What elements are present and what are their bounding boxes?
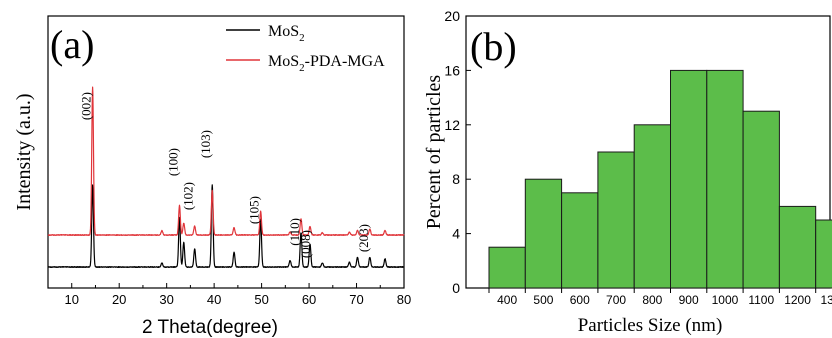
peak-label: (110) xyxy=(287,218,302,246)
histogram-y-tick-label: 12 xyxy=(444,117,460,133)
xrd-peak-labels: (002) (100)(102) (103) (105) (110)(008) (203) xyxy=(79,92,371,258)
histogram-x-tick-label: 400 xyxy=(497,293,517,307)
histogram-x-tick-label: 600 xyxy=(570,293,590,307)
series-line-1 xyxy=(47,86,405,236)
xrd-x-tick-label: 30 xyxy=(159,292,173,307)
histogram-x-tick-label: 1000 xyxy=(712,293,739,307)
histogram-x-axis-label: Particles Size (nm) xyxy=(578,315,723,336)
xrd-x-axis-label: 2 Theta(degree) xyxy=(142,317,278,338)
histogram-x-tick-label: 900 xyxy=(679,293,699,307)
histogram-y-tick-label: 20 xyxy=(444,8,460,24)
histogram-y-ticks: 0 4 8 12 16 20 xyxy=(444,8,471,296)
legend-label-mos2: MoS2 xyxy=(268,23,305,44)
histogram-bar xyxy=(815,219,832,289)
xrd-x-tick-label: 70 xyxy=(349,292,363,307)
histogram-bar xyxy=(524,178,563,289)
xrd-x-tick-label: 80 xyxy=(397,292,411,307)
histogram-bar xyxy=(561,192,599,289)
histogram-x-tick-label: 800 xyxy=(642,293,662,307)
xrd-x-ticks: 10 20 30 40 50 60 70 80 xyxy=(64,283,411,307)
peak-label: (002) xyxy=(79,92,94,120)
histogram-bar xyxy=(670,69,708,289)
legend-label-mos2-pda-mga: MoS2-PDA-MGA xyxy=(268,53,385,74)
xrd-x-tick-label: 50 xyxy=(254,292,268,307)
histogram-bar xyxy=(633,124,672,289)
histogram-x-tick-label: 500 xyxy=(533,293,553,307)
xrd-x-tick-label: 20 xyxy=(112,292,126,307)
histogram-x-tick-label: 1100 xyxy=(748,293,774,307)
peak-label: (103) xyxy=(198,130,213,158)
peak-label: (008) xyxy=(298,230,313,258)
xrd-x-tick-label: 60 xyxy=(302,292,316,307)
xrd-series-lines xyxy=(47,86,405,268)
xrd-y-axis-label: Intensity (a.u.) xyxy=(13,93,35,210)
xrd-legend: MoS2 MoS2-PDA-MGA xyxy=(226,23,385,74)
histogram-y-tick-label: 16 xyxy=(444,62,460,78)
peak-label: (102) xyxy=(181,182,196,210)
panel-label-a: (a) xyxy=(50,22,94,67)
histogram-y-tick-label: 0 xyxy=(452,280,460,296)
peak-label: (105) xyxy=(247,196,262,224)
histogram-bar xyxy=(742,110,780,289)
xrd-plot-frame xyxy=(47,15,405,289)
peak-label: (100) xyxy=(166,148,181,176)
histogram-x-tick-label: 1200 xyxy=(784,293,811,307)
series-line-0 xyxy=(47,184,405,268)
histogram-y-tick-label: 4 xyxy=(452,226,460,242)
panel-label-b: (b) xyxy=(470,24,517,69)
xrd-x-tick-label: 40 xyxy=(207,292,221,307)
histogram-bar xyxy=(778,205,817,289)
histogram-x-tick-label: 700 xyxy=(606,293,626,307)
histogram-bar xyxy=(597,151,635,289)
xrd-x-tick-label: 10 xyxy=(64,292,78,307)
histogram-y-axis-label: Percent of particles xyxy=(423,75,445,230)
histogram-x-tick-label: 1300 xyxy=(820,293,832,307)
size-distribution-panel: 0 4 8 12 16 20 400 500 600 700 800 900 1000 1100 1200… xyxy=(423,8,832,336)
histogram-y-tick-label: 8 xyxy=(452,171,460,187)
histogram-bars xyxy=(488,69,832,289)
xrd-panel: 10 20 30 40 50 60 70 80 (002) (100)(102) (103) (10… xyxy=(13,15,411,338)
histogram-x-ticks: 40050060070080090010001100120013001400 xyxy=(488,288,832,307)
histogram-bar xyxy=(706,69,744,289)
histogram-bar xyxy=(488,246,526,289)
peak-label: (203) xyxy=(356,224,371,252)
